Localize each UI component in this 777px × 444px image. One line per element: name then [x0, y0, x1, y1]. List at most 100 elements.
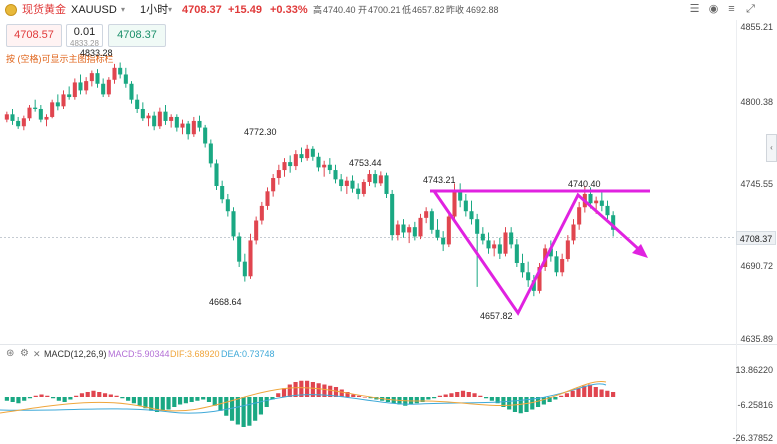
settings-gear-icon[interactable]: ⚙ [20, 348, 29, 359]
candle-body[interactable] [288, 162, 293, 167]
candle-body[interactable] [310, 148, 315, 157]
indicator-list-icon[interactable]: ≡ [728, 3, 735, 15]
candle-body[interactable] [16, 120, 21, 127]
candle-body[interactable] [112, 67, 117, 80]
candle-body[interactable] [571, 224, 576, 241]
close-icon[interactable]: ✕ [33, 349, 41, 359]
candle-body[interactable] [424, 211, 429, 218]
candle-body[interactable] [412, 227, 417, 237]
candle-body[interactable] [203, 127, 208, 144]
candle-body[interactable] [254, 220, 259, 241]
candle-body[interactable] [560, 259, 565, 273]
candle-body[interactable] [248, 240, 253, 277]
candle-body[interactable] [50, 102, 55, 117]
candle-body[interactable] [157, 111, 162, 127]
candle-body[interactable] [123, 74, 128, 84]
candle-body[interactable] [118, 67, 123, 75]
candle-body[interactable] [594, 200, 599, 204]
candle-body[interactable] [152, 115, 157, 127]
candle-body[interactable] [452, 189, 457, 217]
candle-body[interactable] [361, 182, 366, 194]
candle-body[interactable] [169, 116, 174, 121]
symbol-name[interactable]: 现货黄金 [22, 4, 66, 16]
candle-body[interactable] [537, 266, 542, 291]
candle-body[interactable] [197, 120, 202, 128]
candle-body[interactable] [327, 164, 332, 171]
candle-body[interactable] [526, 272, 531, 281]
candle-body[interactable] [38, 108, 43, 120]
candle-body[interactable] [61, 94, 66, 107]
candle-body[interactable] [486, 240, 491, 249]
candle-body[interactable] [95, 73, 100, 84]
candle-body[interactable] [401, 224, 406, 233]
candle-body[interactable] [480, 233, 485, 241]
candle-body[interactable] [135, 99, 140, 109]
candle-body[interactable] [520, 262, 525, 273]
candle-body[interactable] [55, 102, 60, 107]
candle-body[interactable] [33, 107, 38, 109]
candle-body[interactable] [350, 180, 355, 189]
candle-body[interactable] [429, 211, 434, 230]
candle-body[interactable] [78, 82, 83, 91]
candle-body[interactable] [4, 114, 9, 120]
candle-body[interactable] [611, 215, 616, 230]
candle-body[interactable] [259, 205, 264, 221]
candle-body[interactable] [469, 211, 474, 220]
settings-sliders-icon[interactable]: ☰ [689, 3, 700, 15]
candle-body[interactable] [242, 261, 247, 277]
candle-body[interactable] [446, 216, 451, 245]
buy-price-button[interactable]: 4708.37 [108, 24, 166, 47]
candle-body[interactable] [231, 211, 236, 237]
toggle-visibility-icon[interactable]: ⊛ [6, 348, 15, 359]
candle-body[interactable] [367, 174, 372, 183]
candle-body[interactable] [174, 116, 179, 128]
candle-body[interactable] [214, 163, 219, 186]
candle-body[interactable] [407, 227, 412, 233]
fullscreen-icon[interactable]: ⤢ [746, 3, 755, 15]
candle-body[interactable] [503, 232, 508, 254]
candle-body[interactable] [373, 174, 378, 184]
candle-body[interactable] [418, 217, 423, 237]
candle-body[interactable] [497, 244, 502, 254]
candle-body[interactable] [225, 199, 230, 212]
candle-body[interactable] [577, 207, 582, 225]
candle-body[interactable] [565, 240, 570, 260]
symbol-code[interactable]: XAUUSD [71, 4, 117, 16]
candle-body[interactable] [129, 83, 134, 100]
candle-body[interactable] [492, 244, 497, 249]
candle-body[interactable] [220, 185, 225, 200]
candle-body[interactable] [356, 188, 361, 194]
candle-body[interactable] [322, 164, 327, 168]
candle-body[interactable] [299, 154, 304, 159]
candle-body[interactable] [588, 193, 593, 204]
candle-body[interactable] [316, 156, 321, 168]
candle-body[interactable] [282, 162, 287, 171]
candle-body[interactable] [89, 73, 94, 82]
candle-body[interactable] [344, 180, 349, 186]
candle-body[interactable] [271, 178, 276, 192]
candle-body[interactable] [163, 111, 168, 121]
candle-body[interactable] [208, 143, 213, 164]
candle-body[interactable] [180, 123, 185, 128]
candle-body[interactable] [237, 236, 242, 262]
interval-dropdown-icon[interactable]: ▾ [168, 5, 173, 14]
candle-body[interactable] [548, 248, 553, 257]
candle-body[interactable] [514, 244, 519, 263]
candle-body[interactable] [84, 81, 89, 91]
candle-body[interactable] [72, 82, 77, 98]
candle-body[interactable] [378, 175, 383, 184]
candle-body[interactable] [390, 193, 395, 236]
sell-price-button[interactable]: 4708.57 [6, 24, 62, 47]
candle-body[interactable] [140, 108, 145, 119]
double-bottom-path[interactable] [432, 190, 613, 316]
interval-selector[interactable]: 1小时 [140, 4, 169, 16]
candle-body[interactable] [458, 189, 463, 201]
symbol-dropdown-icon[interactable]: ▾ [121, 5, 126, 14]
candle-body[interactable] [101, 83, 106, 95]
candle-body[interactable] [509, 232, 514, 245]
candle-body[interactable] [599, 200, 604, 206]
candle-body[interactable] [265, 191, 270, 206]
candle-body[interactable] [10, 114, 15, 121]
candle-body[interactable] [21, 118, 26, 127]
